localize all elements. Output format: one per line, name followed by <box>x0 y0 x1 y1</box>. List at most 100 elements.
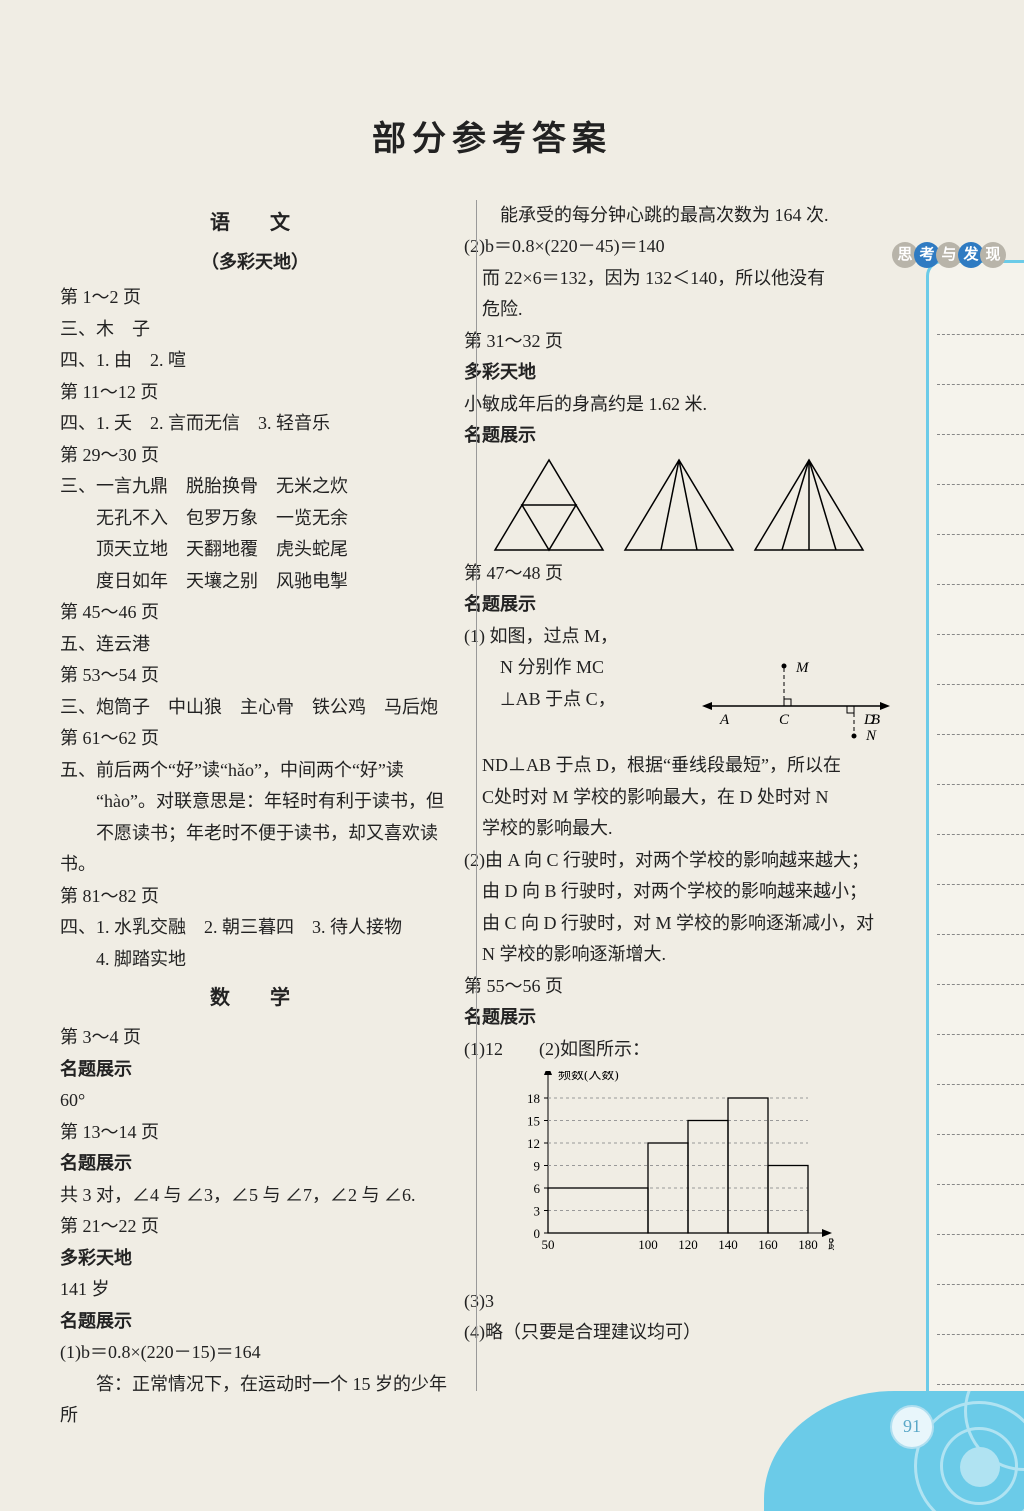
text-line: N 学校的影响逐渐增大. <box>464 939 894 971</box>
text-line: “hào”。对联意思是：年轻时有利于读书，但 <box>60 786 450 818</box>
sidebar-dashline <box>937 435 1024 485</box>
text-line: 第 53～54 页 <box>60 660 450 692</box>
svg-text:100: 100 <box>638 1237 658 1252</box>
left-column: 语 文 （多彩天地） 第 1～2 页三、木 子四、1. 由 2. 喧第 11～1… <box>60 200 450 1432</box>
sidebar-dashline <box>937 285 1024 335</box>
sidebar-dashline <box>937 785 1024 835</box>
text-line: 而 22×6＝132，因为 132＜140，所以他没有 <box>464 263 894 295</box>
sidebar-dashline <box>937 1335 1024 1385</box>
text-line: 名题展示 <box>464 420 894 452</box>
text-line: 4. 脚踏实地 <box>60 944 450 976</box>
text-line: 由 D 向 B 行驶时，对两个学校的影响越来越小； <box>464 876 894 908</box>
svg-text:C: C <box>779 712 790 728</box>
sidebar-dashline <box>937 635 1024 685</box>
math-answers-top: 能承受的每分钟心跳的最高次数为 164 次.(2)b＝0.8×(220－45)＝… <box>464 200 894 452</box>
text-line: 四、1. 水乳交融 2. 朝三暮四 3. 待人接物 <box>60 912 450 944</box>
sidebar-badge: 现 <box>980 242 1006 268</box>
text-line: 多彩天地 <box>464 357 894 389</box>
svg-text:跳绳次数: 跳绳次数 <box>828 1237 834 1252</box>
sidebar-dashline <box>937 585 1024 635</box>
svg-text:120: 120 <box>678 1237 698 1252</box>
svg-text:18: 18 <box>527 1091 540 1106</box>
text-line: ND⊥AB 于点 D，根据“垂线段最短”，所以在 <box>464 750 894 782</box>
text-line: (2)由 A 向 C 行驶时，对两个学校的影响越来越大； <box>464 845 894 877</box>
svg-text:180: 180 <box>798 1237 818 1252</box>
svg-text:N: N <box>865 728 877 744</box>
sidebar-dashline <box>937 385 1024 435</box>
text-line: 名题展示 <box>464 589 894 621</box>
column-divider <box>476 200 477 1391</box>
sidebar-dashline <box>937 935 1024 985</box>
math-answers-left: 第 3～4 页名题展示60°第 13～14 页名题展示共 3 对，∠4 与 ∠3… <box>60 1022 450 1432</box>
text-line: 多彩天地 <box>60 1243 450 1275</box>
sidebar-dashline <box>937 985 1024 1035</box>
sidebar-dashline <box>937 685 1024 735</box>
text-line: 学校的影响最大. <box>464 813 894 845</box>
tail-lines: (3)3(4)略（只要是合理建议均可） <box>464 1286 894 1349</box>
text-line: (1)b＝0.8×(220－15)＝164 <box>60 1337 450 1369</box>
text-line: 第 31～32 页 <box>464 326 894 358</box>
chinese-answers: 第 1～2 页三、木 子四、1. 由 2. 喧第 11～12 页四、1. 夭 2… <box>60 282 450 975</box>
text-line: 名题展示 <box>60 1054 450 1086</box>
text-line: 无孔不入 包罗万象 一览无余 <box>60 503 450 535</box>
subject-heading-math: 数 学 <box>60 981 450 1016</box>
svg-text:50: 50 <box>542 1237 555 1252</box>
columns: 语 文 （多彩天地） 第 1～2 页三、木 子四、1. 由 2. 喧第 11～1… <box>60 200 984 1432</box>
svg-text:6: 6 <box>534 1181 541 1196</box>
svg-text:B: B <box>871 712 880 728</box>
text-line: 名题展示 <box>60 1306 450 1338</box>
sidebar-dashline <box>937 735 1024 785</box>
text-line: 名题展示 <box>464 1002 894 1034</box>
text-line: 答：正常情况下，在运动时一个 15 岁的少年所 <box>60 1369 450 1432</box>
page-number: 91 <box>890 1405 934 1449</box>
sidebar-dashline <box>937 485 1024 535</box>
text-line: 第 13～14 页 <box>60 1117 450 1149</box>
text-line: 第 21～22 页 <box>60 1211 450 1243</box>
text-line: 顶天立地 天翻地覆 虎头蛇尾 <box>60 534 450 566</box>
text-line: 五、前后两个“好”读“hǎo”，中间两个“好”读 <box>60 755 450 787</box>
svg-text:15: 15 <box>527 1114 540 1129</box>
text-line: (2)b＝0.8×(220－45)＝140 <box>464 231 894 263</box>
text-line: 三、木 子 <box>60 314 450 346</box>
text-line: 第 3～4 页 <box>60 1022 450 1054</box>
text-line: 第 55～56 页 <box>464 971 894 1003</box>
text-line: 小敏成年后的身高约是 1.62 米. <box>464 389 894 421</box>
svg-text:3: 3 <box>534 1204 541 1219</box>
text-line: 五、连云港 <box>60 629 450 661</box>
triangle-1 <box>489 456 609 556</box>
perpendicular-figure: MNACDB <box>694 656 894 746</box>
text-line: 第 11～12 页 <box>60 377 450 409</box>
text-line: 60° <box>60 1085 450 1117</box>
text-line: 四、1. 由 2. 喧 <box>60 345 450 377</box>
subject-heading-chinese: 语 文 <box>60 206 450 241</box>
text-line: 四、1. 夭 2. 言而无信 3. 轻音乐 <box>60 408 450 440</box>
svg-text:160: 160 <box>758 1237 778 1252</box>
sidebar-notebook <box>926 260 1024 1431</box>
sidebar-dashline <box>937 335 1024 385</box>
text-line: 三、一言九鼎 脱胎换骨 无米之炊 <box>60 471 450 503</box>
text-line: (4)略（只要是合理建议均可） <box>464 1317 894 1349</box>
text-line: 第 45～46 页 <box>60 597 450 629</box>
histogram: 036912151850100120140160180频数(人数)跳绳次数 <box>504 1071 834 1271</box>
text-line: 由 C 向 D 行驶时，对 M 学校的影响逐渐减小，对 <box>464 908 894 940</box>
svg-text:A: A <box>719 712 730 728</box>
text-line: 第 81～82 页 <box>60 881 450 913</box>
triangle-figures <box>464 456 894 556</box>
text-line: (3)3 <box>464 1286 894 1318</box>
svg-text:频数(人数): 频数(人数) <box>558 1071 619 1082</box>
text-line: 危险. <box>464 294 894 326</box>
text-line: 第 29～30 页 <box>60 440 450 472</box>
sidebar-dashline <box>937 885 1024 935</box>
text-line: 共 3 对，∠4 与 ∠3，∠5 与 ∠7，∠2 与 ∠6. <box>60 1180 450 1212</box>
text-line: 第 1～2 页 <box>60 282 450 314</box>
sidebar-badges: 思考与发现 <box>896 242 1006 268</box>
sidebar-dashline <box>937 1085 1024 1135</box>
text-line: 度日如年 天壤之别 风驰电掣 <box>60 566 450 598</box>
svg-text:M: M <box>795 660 810 676</box>
text-line: 三、炮筒子 中山狼 主心骨 铁公鸡 马后炮 <box>60 692 450 724</box>
triangle-2 <box>619 456 739 556</box>
text-line: (1) 如图，过点 M， <box>464 621 894 653</box>
text-line: 第 61～62 页 <box>60 723 450 755</box>
text-line: 能承受的每分钟心跳的最高次数为 164 次. <box>464 200 894 232</box>
text-line: 名题展示 <box>60 1148 450 1180</box>
